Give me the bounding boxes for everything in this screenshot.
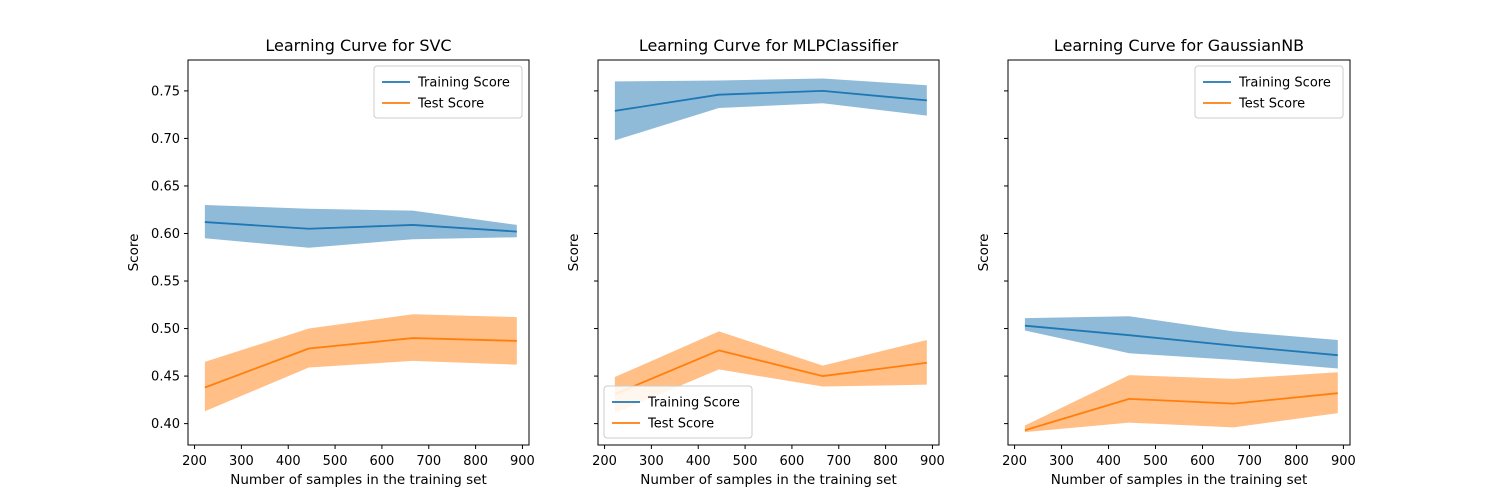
training-legend-label: Training Score (417, 76, 510, 91)
test-legend-label: Test Score (1238, 97, 1305, 112)
y-tick-label: 0.60 (151, 227, 180, 242)
legend-box (603, 385, 753, 439)
panel-2: 200 300 400 500 600 700 800 900 Learning Curve f… (566, 36, 945, 488)
x-tick-label: 700 (826, 454, 851, 469)
x-tick-label: 400 (1096, 454, 1121, 469)
y-tick-label: 0.65 (151, 179, 180, 194)
y-axis-label: Score (126, 234, 142, 272)
x-tick-label: 600 (370, 454, 395, 469)
test-score-line (204, 337, 517, 389)
test-score-line (1024, 392, 1338, 432)
legend: Training Score Test Score (603, 385, 753, 439)
x-tick-label: 900 (510, 454, 535, 469)
x-tick-label: 900 (920, 454, 945, 469)
x-tick-label: 200 (182, 454, 207, 469)
legend: Training Score Test Score (373, 65, 523, 119)
legend: Training Score Test Score (1194, 65, 1344, 119)
axes-frame (597, 59, 940, 446)
x-tick-label: 400 (686, 454, 711, 469)
x-tick-label: 300 (639, 454, 664, 469)
training-score-line (614, 90, 927, 112)
x-axis-label: Number of samples in the training set (230, 472, 487, 488)
x-tick-label: 300 (1049, 454, 1074, 469)
y-axis-label: Score (976, 234, 992, 272)
test-score-band (614, 331, 927, 414)
test-legend-label: Test Score (647, 417, 714, 432)
x-tick-label: 900 (1331, 454, 1356, 469)
x-tick-label: 500 (733, 454, 758, 469)
panel-3: 200 300 400 500 600 700 800 900 Learning Curve f… (976, 36, 1356, 488)
x-tick-label: 700 (416, 454, 441, 469)
x-tick-label: 300 (229, 454, 254, 469)
training-score-band (1024, 316, 1338, 369)
x-tick-label: 200 (592, 454, 617, 469)
x-tick-label: 700 (1237, 454, 1262, 469)
y-tick-label: 0.45 (151, 370, 180, 385)
legend-box (373, 65, 523, 119)
test-legend-label: Test Score (417, 97, 484, 112)
x-tick-label: 500 (323, 454, 348, 469)
x-tick-label: 600 (780, 454, 805, 469)
x-tick-label: 500 (1143, 454, 1168, 469)
y-tick-label: 0.75 (151, 84, 180, 99)
x-tick-label: 800 (873, 454, 898, 469)
axes-frame (187, 59, 530, 446)
y-tick-label: 0.55 (151, 275, 180, 290)
x-tick-label: 800 (463, 454, 488, 469)
x-axis-label: Number of samples in the training set (640, 472, 897, 488)
test-score-band (204, 314, 517, 412)
panel-1: 200 300 400 500 600 700 800 900 0.40 0.45 0.50 0.55… (126, 36, 535, 488)
y-tick-label: 0.50 (151, 322, 180, 337)
legend-box (1194, 65, 1344, 119)
x-tick-label: 800 (1284, 454, 1309, 469)
training-score-line (204, 221, 517, 233)
training-score-band (614, 78, 927, 141)
x-tick-label: 600 (1190, 454, 1215, 469)
x-axis-label: Number of samples in the training set (1051, 472, 1308, 488)
y-axis-label: Score (566, 234, 582, 272)
test-score-line (614, 349, 927, 395)
training-legend-label: Training Score (1238, 76, 1331, 91)
y-tick-label: 0.70 (151, 132, 180, 147)
y-tick-label: 0.40 (151, 417, 180, 432)
axes-frame (1007, 59, 1351, 446)
training-score-line (1024, 324, 1338, 357)
chart-title: Learning Curve for SVC (265, 36, 451, 55)
x-tick-label: 200 (1002, 454, 1027, 469)
training-legend-label: Training Score (647, 396, 740, 411)
x-tick-label: 400 (276, 454, 301, 469)
chart-title: Learning Curve for GaussianNB (1054, 36, 1304, 55)
chart-title: Learning Curve for MLPClassifier (639, 36, 899, 55)
test-score-band (1024, 372, 1338, 433)
